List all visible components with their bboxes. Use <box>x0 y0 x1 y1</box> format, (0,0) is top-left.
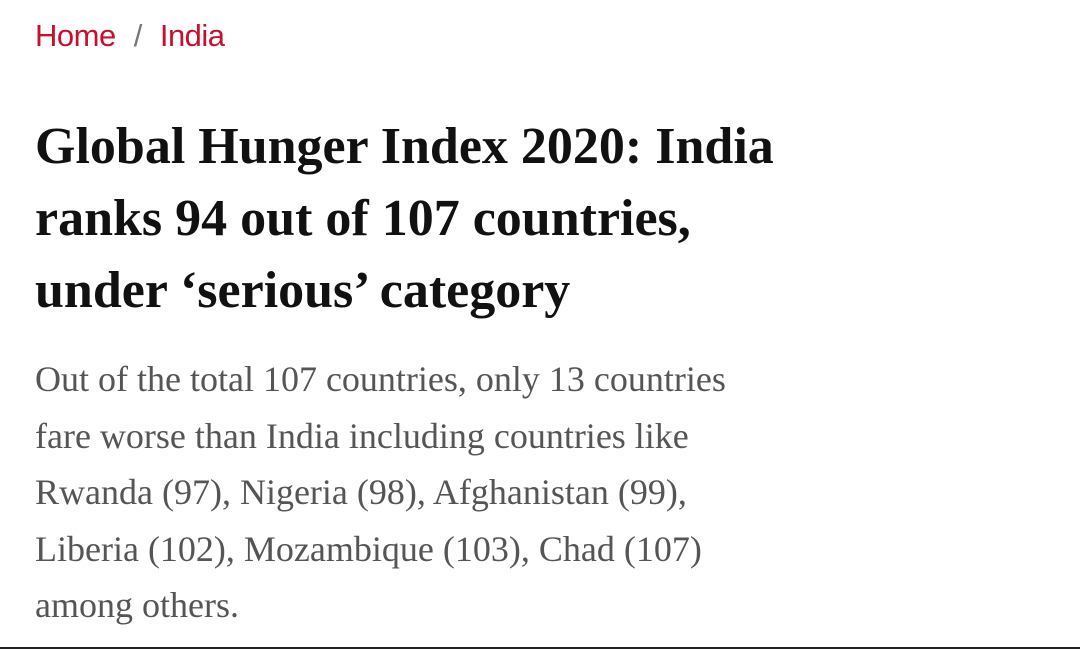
summary-line: Rwanda (97), Nigeria (98), Afghanistan (… <box>35 472 687 512</box>
breadcrumb-link[interactable]: India <box>159 18 225 53</box>
breadcrumb: Home / India <box>35 18 225 54</box>
summary: Out of the total 107 countries, only 13 … <box>35 351 1065 634</box>
summary-line: Liberia (102), Mozambique (103), Chad (1… <box>35 528 702 569</box>
summary-line: among others. <box>35 585 239 625</box>
breadcrumb-separator: / <box>133 18 143 53</box>
breadcrumb-link[interactable]: Home <box>35 18 116 53</box>
summary-line: fare worse than India including countrie… <box>35 415 689 456</box>
headline-line: ranks 94 out of 107 countries, <box>35 190 691 247</box>
divider <box>0 647 1080 649</box>
headline-line: Global Hunger Index 2020: India <box>35 118 774 175</box>
headline: Global Hunger Index 2020: India ranks 94 … <box>35 111 1065 327</box>
summary-line: Out of the total 107 countries, only 13 … <box>35 359 726 399</box>
headline-line: under ‘serious’ category <box>35 262 571 319</box>
